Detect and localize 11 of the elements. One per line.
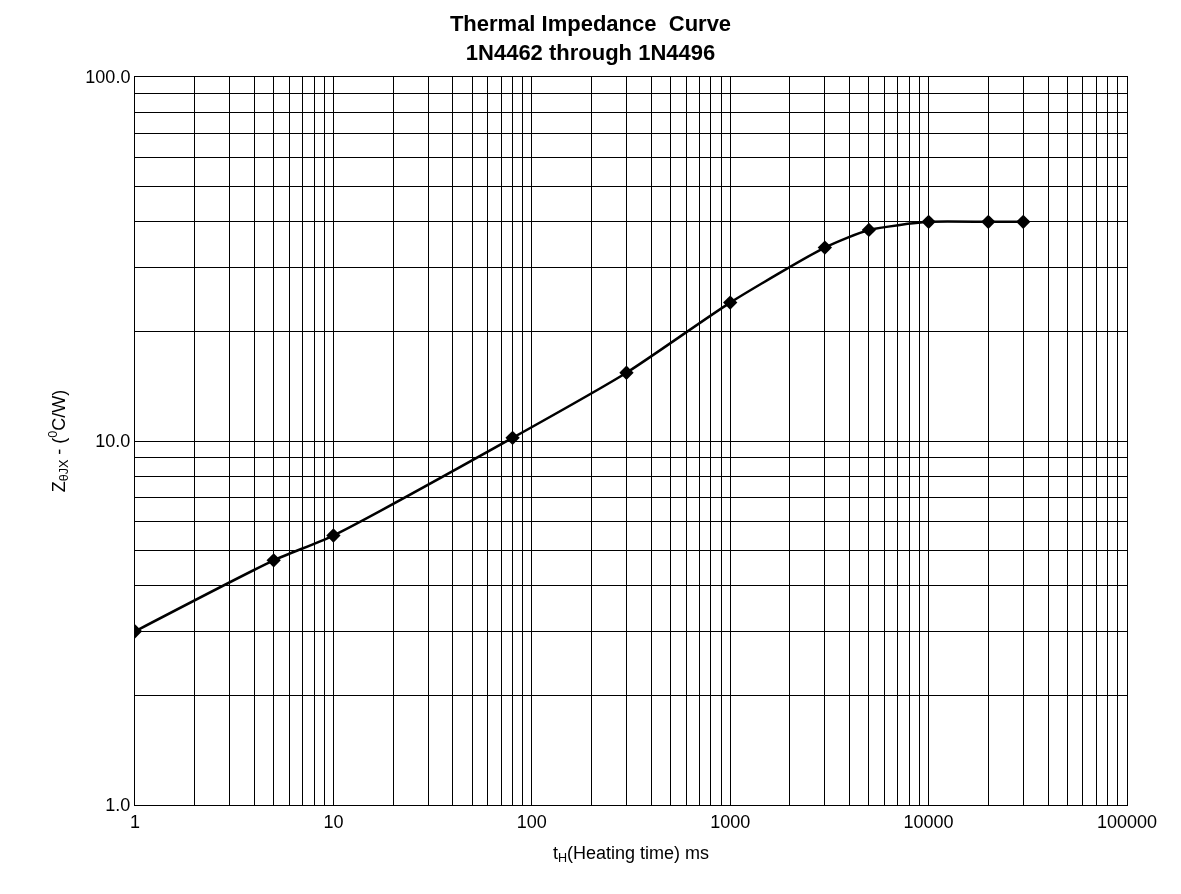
x-tick-label: 100000 bbox=[1096, 811, 1158, 832]
chart-title: Thermal Impedance Curve 1N4462 through 1N4496 bbox=[449, 11, 732, 65]
x-tick-label: 10000 bbox=[903, 811, 954, 832]
x-tick-label: 1 bbox=[129, 811, 141, 832]
x-tick-label: 100 bbox=[516, 811, 547, 832]
y-tick-label: 100.0 bbox=[85, 67, 131, 88]
x-tick-label: 10 bbox=[323, 811, 344, 832]
y-tick-label: 1.0 bbox=[105, 795, 131, 816]
x-axis-title: t$_{H}$(Heating time) ms bbox=[552, 842, 710, 866]
y-tick-label: 10.0 bbox=[95, 431, 131, 452]
x-tick-label: 1000 bbox=[710, 811, 751, 832]
